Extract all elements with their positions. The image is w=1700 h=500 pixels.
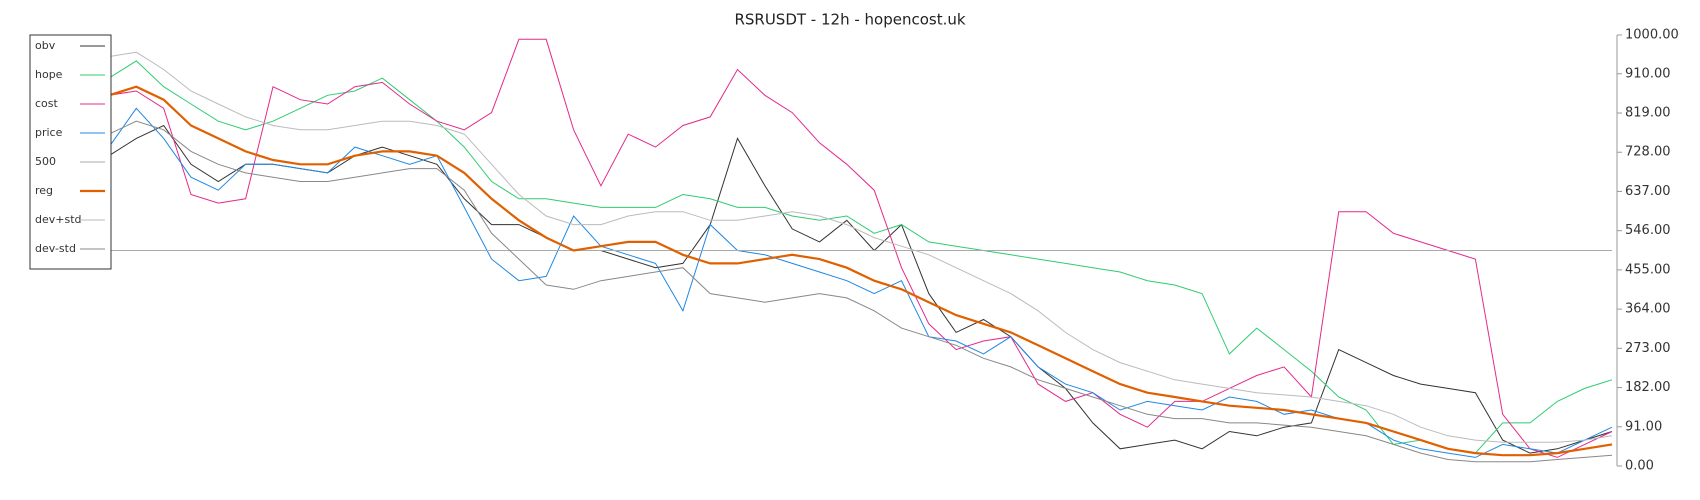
- series-line: [108, 107, 1613, 458]
- series-line: [108, 85, 1613, 457]
- legend-label: reg: [35, 184, 53, 197]
- legend-box: [29, 34, 112, 270]
- series-line: [108, 38, 1613, 458]
- chart-title: RSRUSDT - 12h - hopencost.uk: [734, 11, 965, 29]
- y-tick-label: 273.00: [1625, 341, 1671, 356]
- legend-label: dev-std: [35, 242, 76, 255]
- legend-label: price: [35, 126, 63, 139]
- series-line: [108, 60, 1613, 454]
- y-tick-label: 91.00: [1625, 419, 1662, 434]
- legend-label: dev+std: [35, 213, 82, 226]
- legend-label: 500: [35, 155, 56, 168]
- series-line: [108, 120, 1613, 463]
- y-tick-label: 910.00: [1625, 66, 1671, 81]
- legend-label: hope: [35, 68, 63, 81]
- y-tick-label: 182.00: [1625, 380, 1671, 395]
- y-tick-label: 1000.00: [1625, 28, 1679, 43]
- series-line: [108, 124, 1613, 454]
- legend: obv hope cost price 500 reg dev+std dev-std: [29, 34, 112, 270]
- y-tick-label: 455.00: [1625, 262, 1671, 277]
- y-tick-label: 637.00: [1625, 184, 1671, 199]
- legend-label: cost: [35, 97, 59, 110]
- legend-label: obv: [35, 39, 56, 52]
- series-line: [108, 51, 1613, 443]
- y-tick-label: 819.00: [1625, 106, 1671, 121]
- y-tick-label: 0.00: [1625, 459, 1654, 474]
- y-tick-label: 364.00: [1625, 302, 1671, 317]
- y-tick-label: 728.00: [1625, 145, 1671, 160]
- y-tick-label: 546.00: [1625, 223, 1671, 238]
